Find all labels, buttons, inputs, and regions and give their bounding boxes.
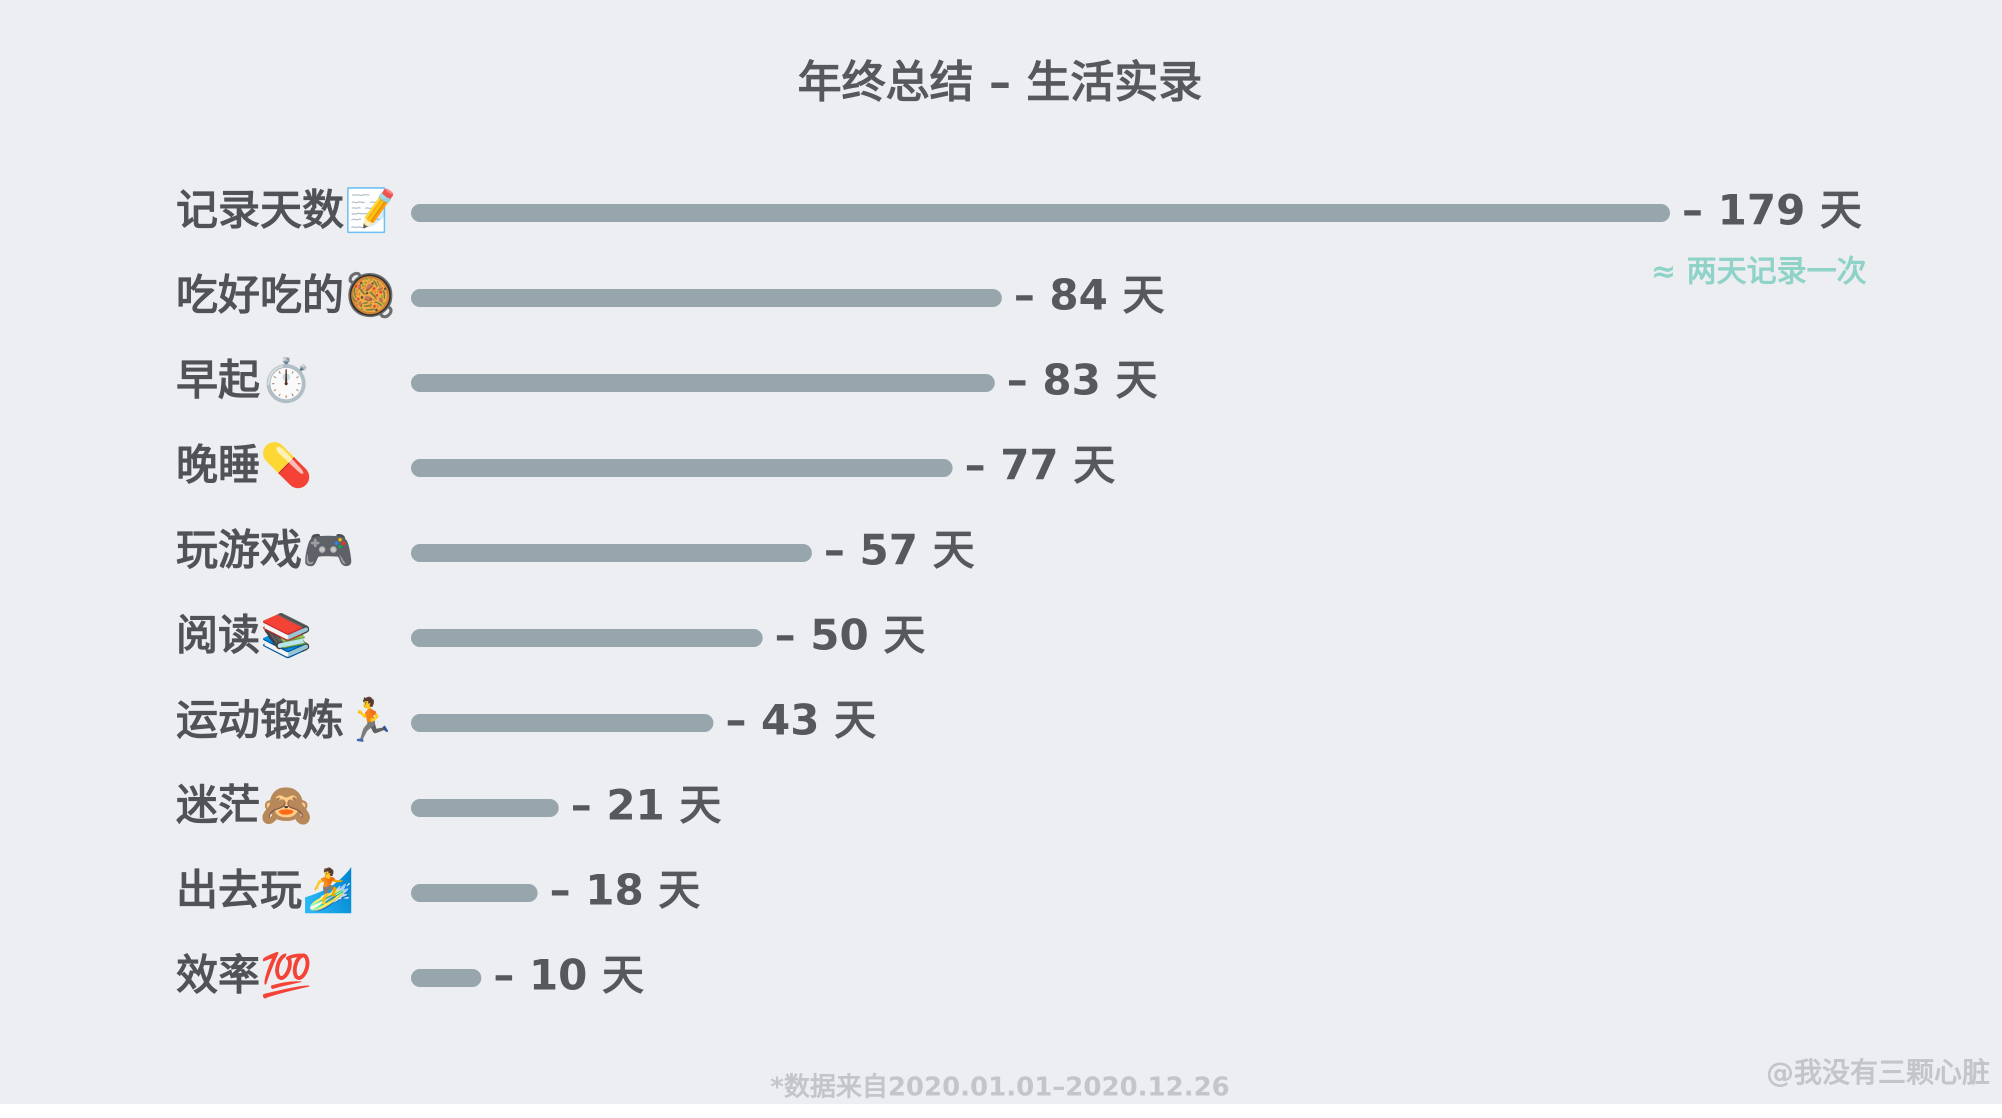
category-label: 效率💯 xyxy=(176,951,312,1000)
category-label: 晚睡💊 xyxy=(176,440,312,491)
annotation: ≈ 两天记录一次 xyxy=(1651,255,1867,290)
bar xyxy=(411,544,812,562)
bar xyxy=(411,374,995,392)
bar xyxy=(411,289,1002,307)
watermark: @我没有三颗心脏 xyxy=(1766,1056,1990,1089)
category-label: 吃好吃的🥘 xyxy=(176,270,396,321)
bar xyxy=(411,884,538,902)
chart-title: 年终总结 – 生活实录 xyxy=(798,57,1203,108)
value-label: – 179 天 xyxy=(1682,186,1862,235)
bar xyxy=(411,799,559,817)
category-label: 迷茫🙈 xyxy=(176,781,312,830)
category-label: 运动锻炼🏃 xyxy=(176,696,396,745)
value-label: – 83 天 xyxy=(1007,356,1158,405)
value-label: – 18 天 xyxy=(550,866,701,915)
category-label: 出去玩🏄 xyxy=(176,866,354,915)
value-label: – 50 天 xyxy=(775,611,926,660)
value-label: – 84 天 xyxy=(1014,271,1165,320)
bar xyxy=(411,204,1670,222)
value-label: – 77 天 xyxy=(965,441,1116,490)
category-label: 玩游戏🎮 xyxy=(176,526,354,575)
value-label: – 57 天 xyxy=(824,526,975,575)
value-label: – 43 天 xyxy=(725,696,876,745)
bar xyxy=(411,714,714,732)
bar xyxy=(411,629,763,647)
footnote: *数据来自2020.01.01–2020.12.26 xyxy=(770,1072,1230,1103)
value-label: – 21 天 xyxy=(571,781,722,830)
category-label: 记录天数📝 xyxy=(176,186,396,235)
category-label: 早起⏱️ xyxy=(176,356,312,405)
bar xyxy=(411,969,482,987)
category-label: 阅读📚 xyxy=(176,611,312,660)
value-label: – 10 天 xyxy=(493,951,644,1000)
bar xyxy=(411,459,953,477)
